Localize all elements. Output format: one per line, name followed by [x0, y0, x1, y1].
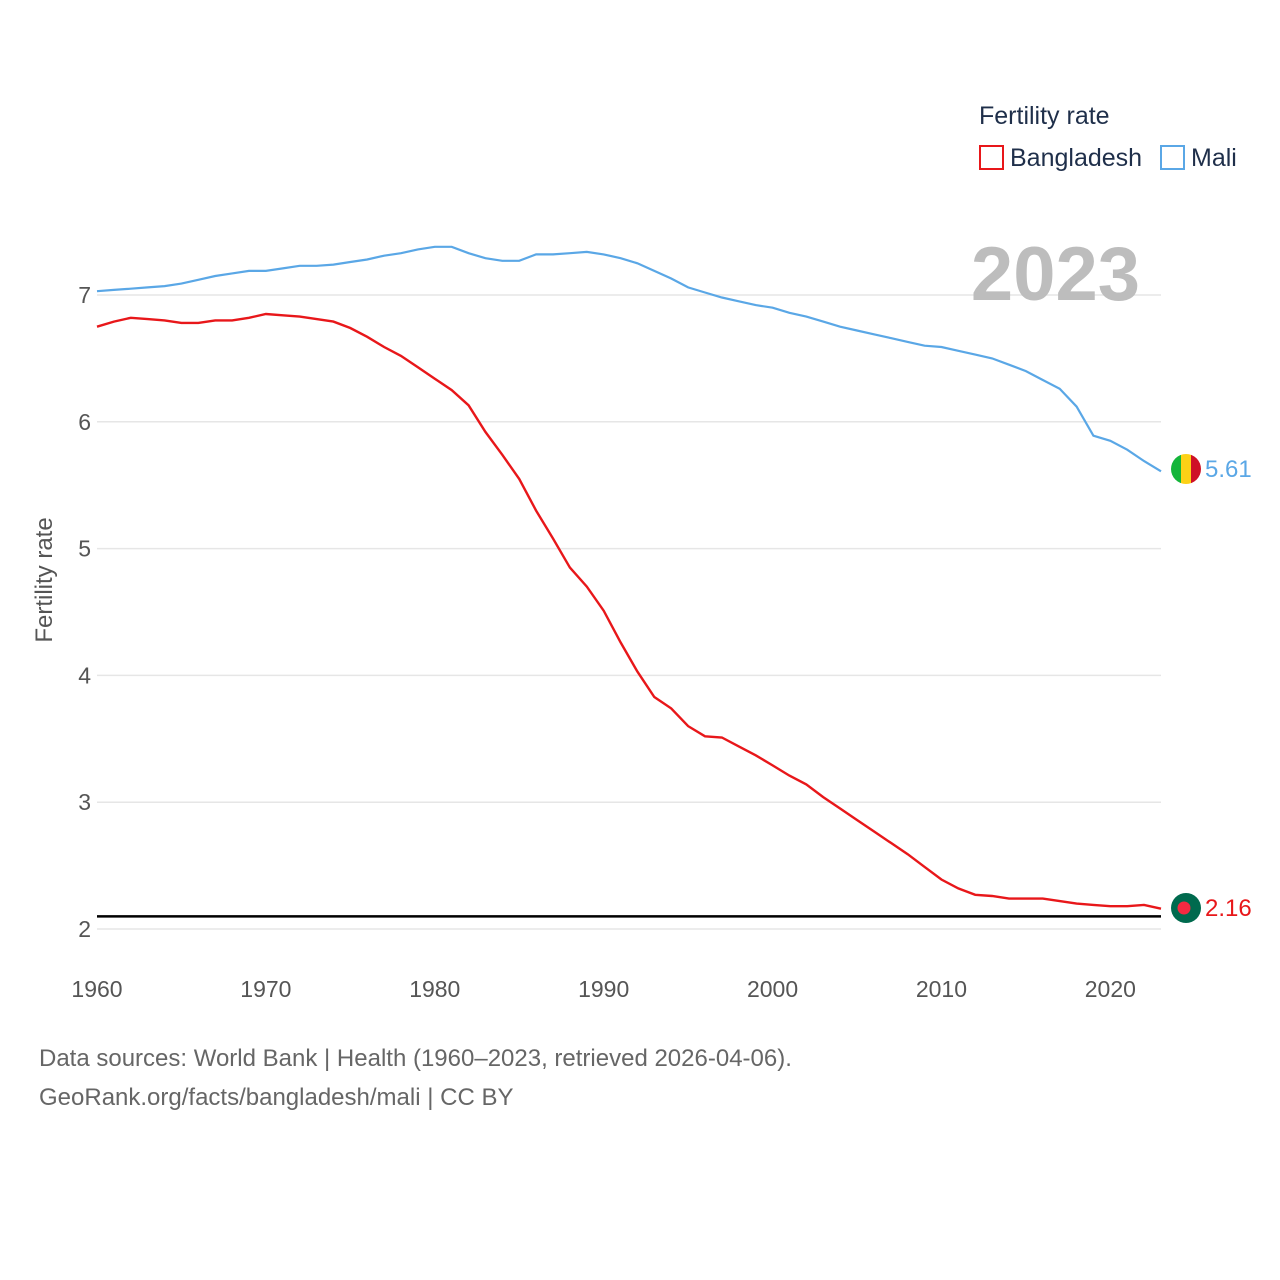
x-tick-label: 1990 [578, 976, 629, 1002]
x-tick-label: 1980 [409, 976, 460, 1002]
mali-flag-icon [1171, 454, 1201, 484]
series-line-bangladesh [96, 312, 1162, 910]
y-tick-label: 3 [78, 789, 91, 815]
y-tick-label: 2 [78, 916, 91, 942]
x-tick-label: 1970 [240, 976, 291, 1002]
year-watermark: 2023 [971, 232, 1140, 317]
attribution-text: GeoRank.org/facts/bangladesh/mali | CC B… [39, 1084, 514, 1111]
y-tick-label: 6 [78, 409, 91, 435]
legend-label-mali: Mali [1191, 144, 1237, 172]
legend-swatch-bangladesh [979, 145, 1004, 170]
x-tick-label: 2000 [747, 976, 798, 1002]
legend-title: Fertility rate [979, 102, 1110, 130]
x-tick-label: 1960 [71, 976, 122, 1002]
end-label-mali: 5.61 [1205, 456, 1252, 483]
y-tick-label: 7 [78, 282, 91, 308]
legend: Fertility rate Bangladesh Mali [979, 102, 1237, 172]
source-text: Data sources: World Bank | Health (1960–… [39, 1045, 792, 1072]
legend-swatch-mali [1160, 145, 1185, 170]
legend-label-bangladesh: Bangladesh [1010, 144, 1142, 172]
y-axis-label: Fertility rate [31, 517, 58, 642]
y-tick-label: 4 [78, 662, 91, 688]
end-label-bangladesh: 2.16 [1205, 895, 1252, 922]
series-line-mali [96, 245, 1162, 473]
x-axis-ticks: 1960 1970 1980 1990 2000 2010 2020 [71, 976, 1136, 1002]
y-axis-ticks: 2 3 4 5 6 7 [78, 282, 91, 942]
x-tick-label: 2020 [1085, 976, 1136, 1002]
bangladesh-flag-icon [1171, 893, 1201, 923]
gridlines [97, 294, 1161, 930]
y-tick-label: 5 [78, 536, 91, 562]
x-tick-label: 2010 [916, 976, 967, 1002]
